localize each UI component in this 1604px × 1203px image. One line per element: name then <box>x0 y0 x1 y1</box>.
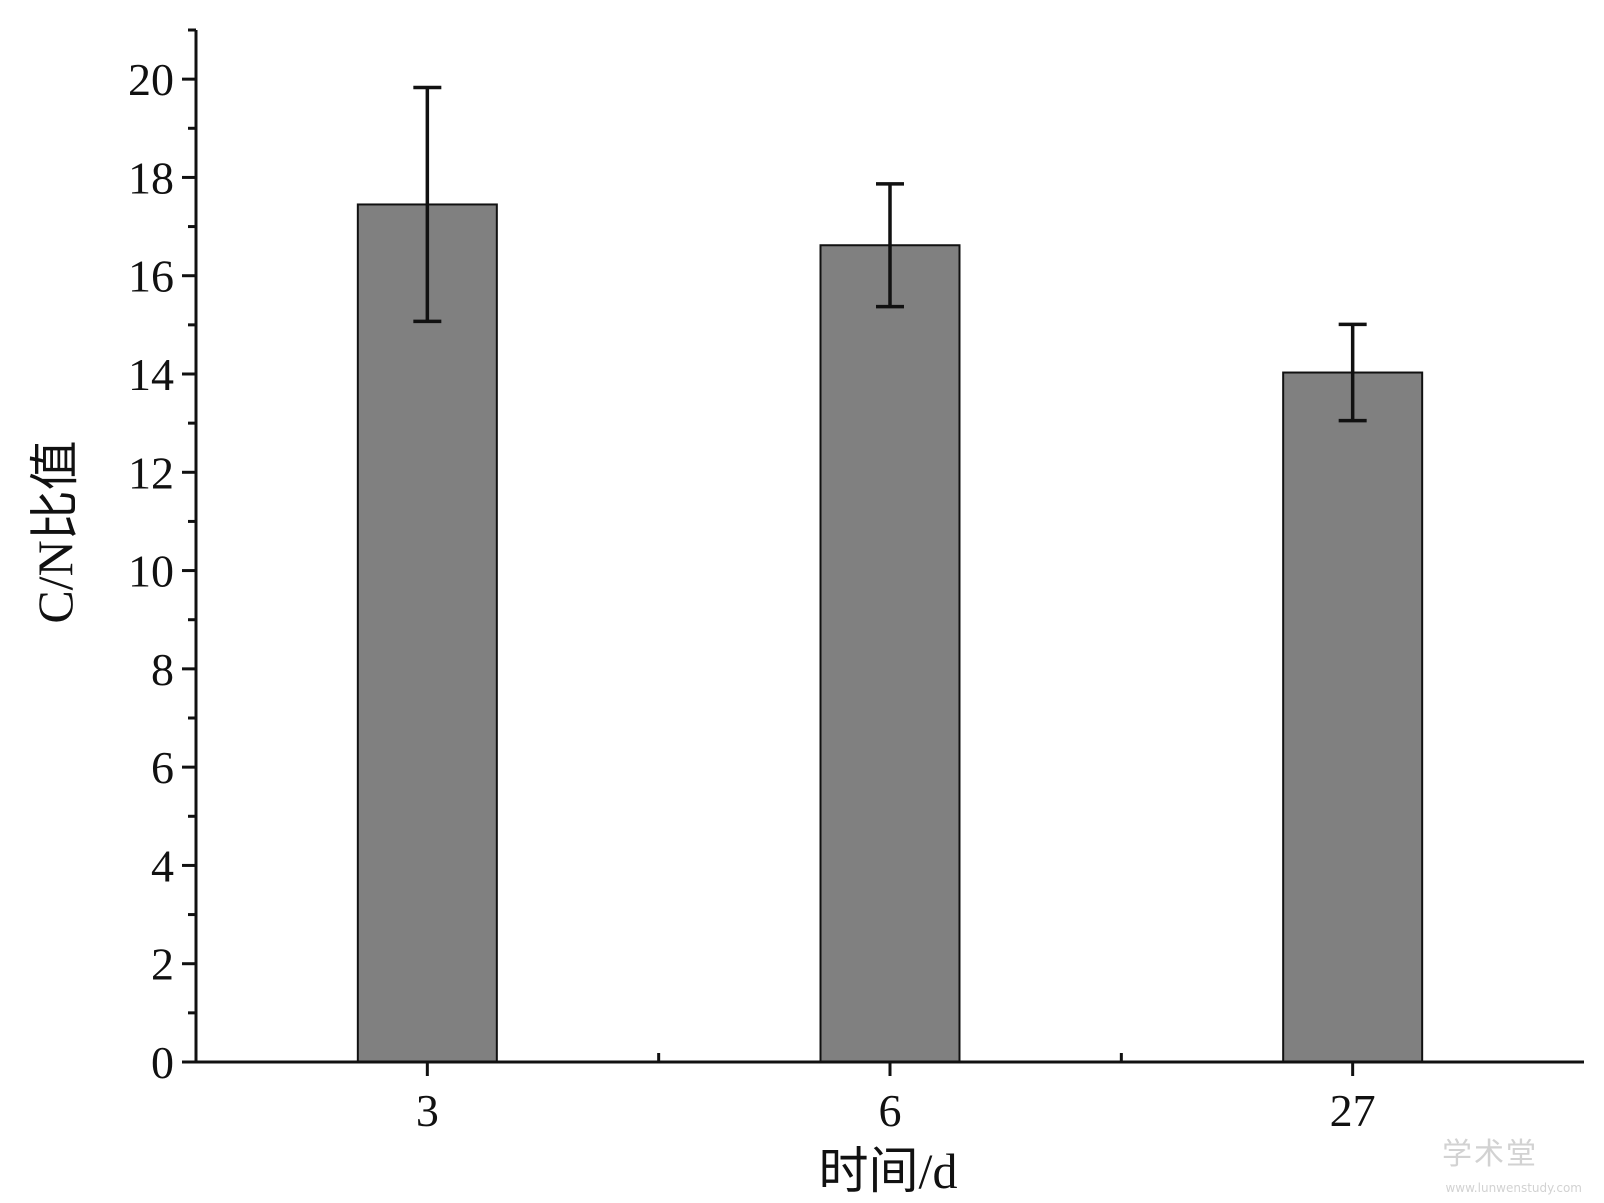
errorbars-layer <box>413 85 1367 423</box>
errorbar-6 <box>876 182 904 309</box>
y-tick-label-16: 16 <box>128 251 174 302</box>
y-tick-label-10: 10 <box>128 546 174 597</box>
labels-layer: 3 6 27 0 2 4 6 8 10 12 14 16 18 20 <box>128 54 1376 1136</box>
bar-6 <box>819 244 961 1063</box>
errorbar-27 <box>1338 322 1367 423</box>
y-tick-label-12: 12 <box>128 447 174 498</box>
bar-3 <box>356 203 498 1063</box>
y-tick-label-8: 8 <box>151 644 174 695</box>
y-tick-label-14: 14 <box>128 349 174 400</box>
bars-layer <box>356 203 1424 1064</box>
bar-27 <box>1282 371 1424 1064</box>
y-tick-label-18: 18 <box>128 152 174 203</box>
x-tick-label-3: 3 <box>416 1085 439 1136</box>
y-tick-label-0: 0 <box>151 1037 174 1088</box>
errorbar-3 <box>413 85 442 324</box>
y-tick-label-20: 20 <box>128 54 174 105</box>
watermark-url: www.lunwenstudy.com <box>1445 1181 1582 1195</box>
y-tick-label-6: 6 <box>151 742 174 793</box>
y-axis-title: C/N比值 <box>27 440 83 623</box>
y-tick-label-2: 2 <box>151 939 174 990</box>
watermark-text: 学术堂 <box>1442 1137 1538 1172</box>
axes-layer <box>182 28 1584 1076</box>
x-tick-label-6: 6 <box>879 1085 902 1136</box>
x-tick-label-27: 27 <box>1330 1085 1376 1136</box>
y-tick-label-4: 4 <box>151 840 174 891</box>
x-axis-title: 时间/d <box>819 1143 958 1199</box>
